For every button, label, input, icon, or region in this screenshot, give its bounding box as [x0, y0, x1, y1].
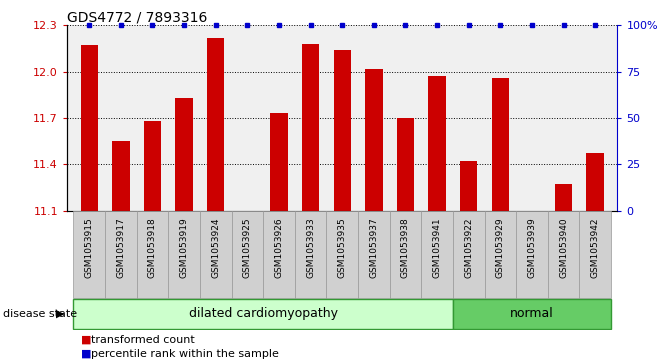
FancyBboxPatch shape [326, 211, 358, 298]
Bar [112, 141, 130, 211]
Text: GSM1053926: GSM1053926 [274, 217, 283, 278]
Text: GSM1053917: GSM1053917 [116, 217, 125, 278]
Text: GSM1053925: GSM1053925 [243, 217, 252, 278]
Text: GSM1053942: GSM1053942 [590, 217, 600, 278]
Bar [397, 118, 414, 211]
FancyBboxPatch shape [73, 299, 453, 329]
Text: normal: normal [510, 307, 554, 320]
Text: GSM1053929: GSM1053929 [496, 217, 505, 278]
Text: GSM1053933: GSM1053933 [306, 217, 315, 278]
Bar [428, 76, 446, 211]
Text: percentile rank within the sample: percentile rank within the sample [91, 349, 278, 359]
FancyBboxPatch shape [390, 211, 421, 298]
Bar [207, 38, 224, 211]
Text: GSM1053939: GSM1053939 [527, 217, 536, 278]
Bar [81, 45, 98, 211]
FancyBboxPatch shape [484, 211, 516, 298]
Text: GSM1053915: GSM1053915 [85, 217, 94, 278]
Text: ▶: ▶ [56, 309, 64, 319]
FancyBboxPatch shape [168, 211, 200, 298]
Bar [555, 184, 572, 211]
FancyBboxPatch shape [137, 211, 168, 298]
Text: GSM1053922: GSM1053922 [464, 217, 473, 278]
Text: GSM1053940: GSM1053940 [559, 217, 568, 278]
Text: GSM1053937: GSM1053937 [369, 217, 378, 278]
Bar [460, 161, 477, 211]
FancyBboxPatch shape [453, 211, 484, 298]
Bar [492, 78, 509, 211]
FancyBboxPatch shape [73, 211, 105, 298]
FancyBboxPatch shape [453, 299, 611, 329]
Text: GSM1053919: GSM1053919 [180, 217, 189, 278]
FancyBboxPatch shape [358, 211, 390, 298]
FancyBboxPatch shape [263, 211, 295, 298]
Bar [175, 98, 193, 211]
FancyBboxPatch shape [200, 211, 231, 298]
FancyBboxPatch shape [295, 211, 326, 298]
FancyBboxPatch shape [579, 211, 611, 298]
Text: GSM1053941: GSM1053941 [433, 217, 442, 278]
Text: disease state: disease state [3, 309, 77, 319]
FancyBboxPatch shape [421, 211, 453, 298]
Text: GSM1053924: GSM1053924 [211, 217, 220, 278]
FancyBboxPatch shape [105, 211, 137, 298]
Text: GSM1053938: GSM1053938 [401, 217, 410, 278]
Text: ■: ■ [81, 349, 91, 359]
Text: GDS4772 / 7893316: GDS4772 / 7893316 [67, 10, 207, 24]
Text: GSM1053935: GSM1053935 [338, 217, 347, 278]
FancyBboxPatch shape [516, 211, 548, 298]
Text: GSM1053918: GSM1053918 [148, 217, 157, 278]
Text: dilated cardiomyopathy: dilated cardiomyopathy [189, 307, 338, 320]
Bar [586, 154, 604, 211]
Bar [270, 113, 288, 211]
FancyBboxPatch shape [231, 211, 263, 298]
Text: transformed count: transformed count [91, 335, 195, 345]
Bar [144, 121, 161, 211]
Bar [302, 44, 319, 211]
FancyBboxPatch shape [548, 211, 579, 298]
Bar [333, 50, 351, 211]
Bar [365, 69, 382, 211]
Text: ■: ■ [81, 335, 91, 345]
